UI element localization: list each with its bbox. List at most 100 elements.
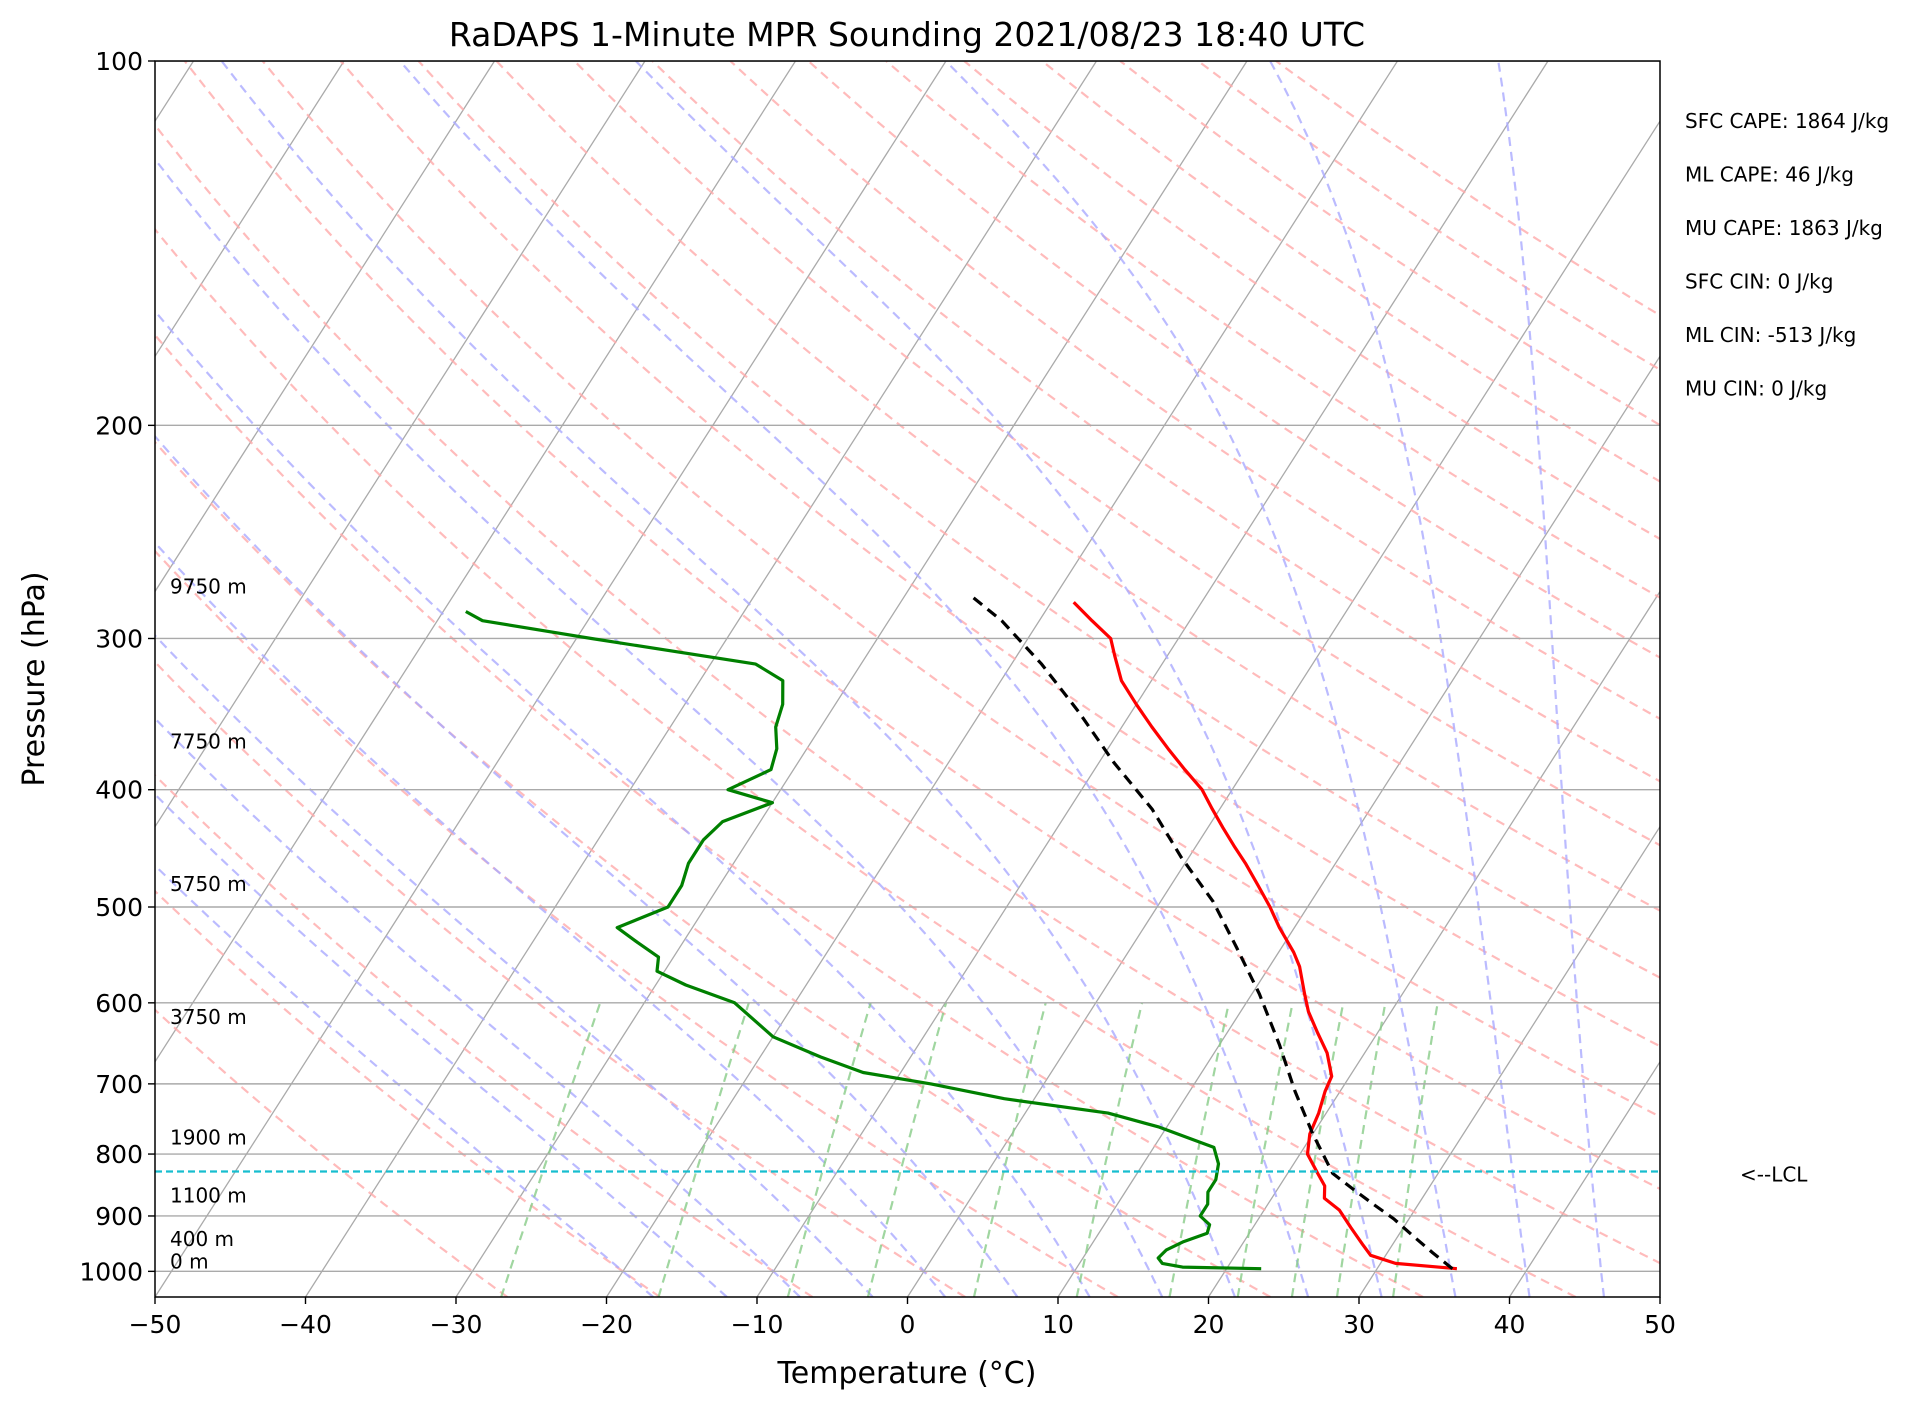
y-axis-label: Pressure (hPa) bbox=[17, 571, 52, 786]
isotherm-line bbox=[155, 61, 797, 1064]
isotherm-line bbox=[605, 61, 1399, 1297]
moist-adiabat-line bbox=[155, 309, 1091, 1297]
isotherm-line bbox=[304, 61, 1098, 1297]
dry-adiabat-line bbox=[155, 889, 661, 1297]
dry-adiabat-line bbox=[155, 440, 1271, 1297]
y-axis-ticks: 100 200 300 400 500 600 700 800 900 1000 bbox=[79, 47, 155, 1286]
x-tick-label: −10 bbox=[731, 1310, 784, 1339]
height-label: 5750 m bbox=[170, 872, 247, 896]
dry-adiabat-line bbox=[261, 61, 1660, 1118]
x-tick-label: −40 bbox=[279, 1310, 332, 1339]
stat-label: ML CIN: -513 J/kg bbox=[1685, 323, 1856, 347]
sounding-series bbox=[465, 595, 1458, 1271]
x-axis-ticks: −50 −40 −30 −20 −10 0 10 20 30 40 50 bbox=[129, 1297, 1676, 1339]
height-label: 7750 m bbox=[170, 730, 247, 754]
isotherm-line bbox=[1207, 590, 1660, 1297]
dry-adiabat-line bbox=[885, 61, 1660, 599]
isotherm-line bbox=[1811, 61, 1925, 1297]
x-tick-label: 20 bbox=[1193, 1310, 1225, 1339]
mixing-ratio-line bbox=[1290, 1002, 1345, 1297]
x-tick-label: 30 bbox=[1343, 1310, 1375, 1339]
moist-adiabat-line bbox=[155, 157, 1164, 1297]
y-tick-label: 200 bbox=[95, 411, 143, 440]
dry-adiabat-line bbox=[155, 227, 1577, 1297]
height-label: 3750 m bbox=[170, 1005, 247, 1029]
dry-adiabat-line bbox=[807, 61, 1660, 659]
isotherm-line bbox=[1358, 825, 1660, 1297]
height-labels: 9750 m 7750 m 5750 m 3750 m 1900 m 1100 m 400 … bbox=[170, 575, 247, 1274]
moist-adiabat-line bbox=[945, 61, 1457, 1297]
y-tick-label: 700 bbox=[95, 1070, 143, 1099]
chart-title: RaDAPS 1-Minute MPR Sounding 2021/08/23 … bbox=[449, 15, 1365, 54]
moist-adiabat-line bbox=[155, 633, 874, 1297]
x-tick-label: −30 bbox=[430, 1310, 483, 1339]
y-tick-label: 400 bbox=[95, 776, 143, 805]
isotherm-line bbox=[155, 61, 345, 358]
mixing-ratio-line bbox=[1392, 1002, 1439, 1297]
mixing-ratio-line bbox=[786, 1002, 872, 1297]
isotherm-line bbox=[1659, 1295, 1660, 1297]
dry-adiabat-line bbox=[155, 1008, 509, 1297]
x-tick-label: −20 bbox=[580, 1310, 633, 1339]
moist-adiabat-line bbox=[155, 716, 801, 1297]
dry-adiabat-line bbox=[183, 61, 1660, 1191]
moist-adiabat-line bbox=[155, 792, 728, 1297]
x-tick-label: 0 bbox=[900, 1310, 916, 1339]
mixing-ratio-line bbox=[1335, 1002, 1387, 1297]
moist-adiabat-line bbox=[1269, 61, 1531, 1297]
dry-adiabat-line bbox=[651, 61, 1660, 783]
dewpoint-profile-line bbox=[465, 610, 1262, 1271]
parcel-profile-line bbox=[970, 595, 1454, 1270]
moist-adiabat-line bbox=[155, 541, 947, 1297]
dry-adiabat-line bbox=[573, 61, 1660, 847]
moist-adiabat-line bbox=[155, 434, 1019, 1297]
dry-adiabat-line bbox=[155, 549, 1119, 1297]
dry-adiabat-line bbox=[155, 333, 1424, 1297]
height-label: 400 m bbox=[170, 1227, 234, 1251]
x-tick-label: 10 bbox=[1042, 1310, 1074, 1339]
height-label: 0 m bbox=[170, 1249, 209, 1273]
y-tick-label: 500 bbox=[95, 893, 143, 922]
isotherm-line bbox=[1508, 1060, 1660, 1297]
plot-background bbox=[155, 61, 1660, 1297]
stat-label: SFC CIN: 0 J/kg bbox=[1685, 270, 1833, 294]
stats-panel: SFC CAPE: 1864 J/kg ML CAPE: 46 J/kg MU CA… bbox=[1685, 109, 1889, 401]
mixing-ratio-line bbox=[1236, 1002, 1294, 1297]
x-tick-label: 50 bbox=[1644, 1310, 1676, 1339]
y-tick-label: 600 bbox=[95, 989, 143, 1018]
y-tick-label: 800 bbox=[95, 1140, 143, 1169]
stat-label: MU CIN: 0 J/kg bbox=[1685, 377, 1827, 401]
moist-adiabat-line bbox=[1497, 61, 1605, 1297]
height-label: 9750 m bbox=[170, 575, 247, 599]
x-tick-label: −50 bbox=[129, 1310, 182, 1339]
pressure-gridlines bbox=[155, 61, 1660, 1273]
dry-adiabat-line bbox=[155, 773, 814, 1297]
isotherm-line bbox=[155, 61, 646, 828]
y-tick-label: 100 bbox=[95, 47, 143, 76]
isotherm-line bbox=[906, 119, 1660, 1297]
background-reference-lines bbox=[155, 61, 1925, 1297]
y-tick-label: 1000 bbox=[79, 1257, 143, 1286]
isotherm-line bbox=[155, 61, 947, 1297]
stat-label: ML CAPE: 46 J/kg bbox=[1685, 163, 1854, 187]
height-label: 1100 m bbox=[170, 1183, 247, 1207]
x-tick-label: 40 bbox=[1494, 1310, 1526, 1339]
moist-adiabat-line bbox=[399, 61, 1310, 1297]
dry-adiabat-line bbox=[495, 61, 1660, 912]
stat-label: SFC CAPE: 1864 J/kg bbox=[1685, 109, 1889, 133]
dry-adiabat-line bbox=[417, 61, 1660, 979]
dry-adiabat-line bbox=[339, 61, 1660, 1048]
mixing-ratio-line bbox=[500, 1002, 602, 1297]
x-axis-label: Temperature (°C) bbox=[777, 1356, 1037, 1391]
stat-label: MU CAPE: 1863 J/kg bbox=[1685, 216, 1883, 240]
dry-adiabat-line bbox=[729, 61, 1660, 721]
isotherm-line bbox=[1057, 355, 1660, 1297]
moist-adiabat-line bbox=[220, 61, 1237, 1297]
y-tick-label: 900 bbox=[95, 1202, 143, 1231]
height-label: 1900 m bbox=[170, 1125, 247, 1149]
isotherm-line bbox=[455, 61, 1248, 1297]
mixing-ratio-line bbox=[866, 1002, 948, 1297]
isotherm-line bbox=[155, 61, 496, 593]
y-tick-label: 300 bbox=[95, 624, 143, 653]
